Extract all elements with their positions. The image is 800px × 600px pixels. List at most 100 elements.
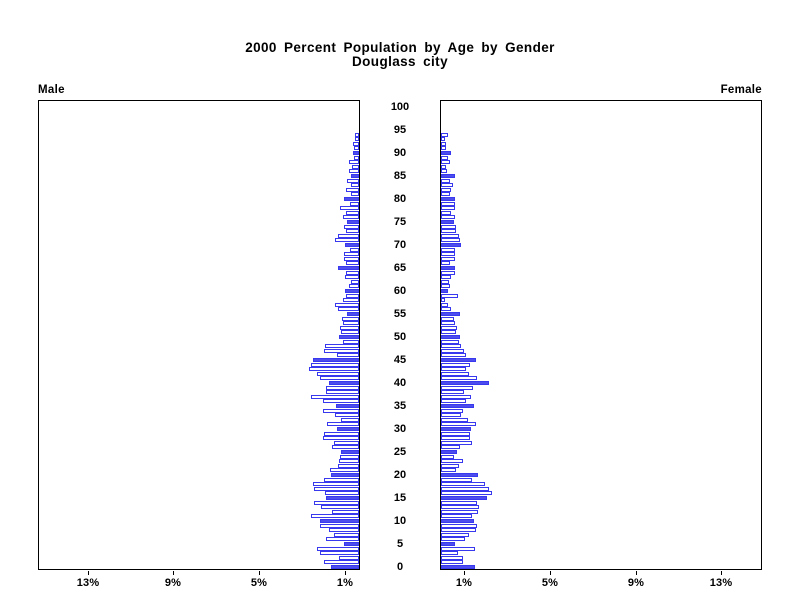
female-bar-age-60: [441, 289, 448, 293]
female-bar-age-46: [441, 353, 466, 357]
female-bar-age-9: [441, 524, 477, 528]
female-bar-age-94: [441, 133, 448, 137]
female-bar-age-86: [441, 169, 447, 173]
male-bar-age-29: [324, 432, 359, 436]
age-axis-label-60: 60: [393, 285, 407, 297]
male-bar-age-49: [343, 340, 359, 344]
female-bar-age-84: [441, 179, 450, 183]
male-bar-age-39: [326, 386, 359, 390]
female-bar-age-29: [441, 432, 470, 436]
female-bar-age-49: [441, 340, 459, 344]
female-bar-age-64: [441, 271, 455, 275]
female-bar-age-57: [441, 303, 448, 307]
age-axis-label-80: 80: [393, 193, 407, 205]
male-xaxis-1pct-tick: [345, 571, 346, 575]
male-bar-age-64: [346, 271, 359, 275]
female-bar-age-92: [441, 142, 446, 146]
female-bar-age-15: [441, 496, 487, 500]
female-bar-age-26: [441, 445, 460, 449]
female-bar-age-38: [441, 390, 464, 394]
male-bar-age-89: [354, 156, 359, 160]
male-bar-age-66: [346, 261, 359, 265]
male-bar-age-25: [341, 450, 359, 454]
age-axis-label-30: 30: [393, 423, 407, 435]
age-axis-label-35: 35: [393, 400, 407, 412]
female-bar-age-34: [441, 409, 463, 413]
male-bar-age-72: [338, 234, 359, 238]
female-xaxis-13pct-tick: [721, 571, 722, 575]
age-axis-label-5: 5: [396, 538, 404, 550]
male-bar-age-93: [355, 137, 359, 141]
male-bar-age-14: [314, 501, 359, 505]
male-bar-age-24: [340, 455, 359, 459]
male-bar-age-53: [343, 321, 359, 325]
female-bar-age-93: [441, 137, 445, 141]
male-bar-age-52: [340, 326, 359, 330]
male-bar-age-9: [320, 524, 359, 528]
female-bar-age-67: [441, 257, 455, 261]
female-xaxis-13pct-label: 13%: [709, 577, 733, 589]
female-bar-age-55: [441, 312, 460, 316]
female-bar-age-48: [441, 344, 461, 348]
female-bar-age-68: [441, 252, 455, 256]
male-bar-age-83: [351, 183, 359, 187]
female-bar-age-20: [441, 473, 478, 477]
male-bar-age-4: [317, 547, 359, 551]
male-bar-age-32: [341, 418, 359, 422]
chart-title-line1: 2000 Percent Population by Age by Gender: [245, 40, 555, 55]
male-bar-age-60: [345, 289, 359, 293]
female-bar-age-74: [441, 225, 456, 229]
male-xaxis-1pct-label: 1%: [336, 577, 354, 589]
male-bar-age-57: [335, 303, 359, 307]
male-bar-age-33: [335, 413, 359, 417]
male-xaxis-9pct-tick: [173, 571, 174, 575]
female-bar-age-39: [441, 386, 473, 390]
male-bar-age-46: [337, 353, 359, 357]
male-bar-age-40: [329, 381, 359, 385]
male-bar-age-61: [349, 284, 359, 288]
male-bar-age-37: [311, 395, 359, 399]
male-bar-age-84: [347, 179, 359, 183]
age-axis-label-10: 10: [393, 515, 407, 527]
male-bar-age-90: [353, 151, 359, 155]
age-axis-label-90: 90: [393, 147, 407, 159]
female-bar-age-43: [441, 367, 466, 371]
female-bar-age-31: [441, 422, 476, 426]
male-bar-age-28: [323, 436, 359, 440]
male-bar-age-47: [324, 349, 359, 353]
male-bar-age-11: [311, 514, 359, 518]
female-bar-age-3: [441, 551, 458, 555]
age-axis-label-40: 40: [393, 377, 407, 389]
male-bar-age-1: [324, 560, 359, 564]
female-xaxis-1pct-tick: [464, 571, 465, 575]
male-bar-age-31: [327, 422, 359, 426]
female-bar-age-78: [441, 206, 455, 210]
male-bar-age-34: [323, 409, 359, 413]
male-bar-age-68: [344, 252, 359, 256]
female-bar-age-54: [441, 317, 454, 321]
female-bar-age-47: [441, 349, 464, 353]
age-axis-label-0: 0: [396, 561, 404, 573]
male-bar-age-70: [345, 243, 359, 247]
male-bar-age-12: [332, 510, 359, 514]
male-bar-age-15: [326, 496, 359, 500]
female-bar-age-13: [441, 505, 479, 509]
male-bar-age-5: [344, 542, 359, 546]
male-bar-age-22: [338, 464, 359, 468]
male-bar-age-71: [335, 238, 359, 242]
male-bar-age-38: [326, 390, 359, 394]
female-bar-age-27: [441, 441, 472, 445]
male-bar-age-54: [342, 317, 359, 321]
male-bar-age-0: [331, 565, 359, 569]
female-bar-age-32: [441, 418, 468, 422]
female-bar-age-73: [441, 229, 456, 233]
male-bar-age-19: [324, 478, 359, 482]
female-bar-age-88: [441, 160, 450, 164]
female-bar-age-19: [441, 478, 472, 482]
female-bar-age-61: [441, 284, 450, 288]
male-bar-age-92: [353, 142, 359, 146]
male-bar-age-56: [338, 307, 359, 311]
female-bar-age-2: [441, 556, 463, 560]
chart-title: 2000 Percent Population by Age by Gender…: [0, 41, 800, 69]
